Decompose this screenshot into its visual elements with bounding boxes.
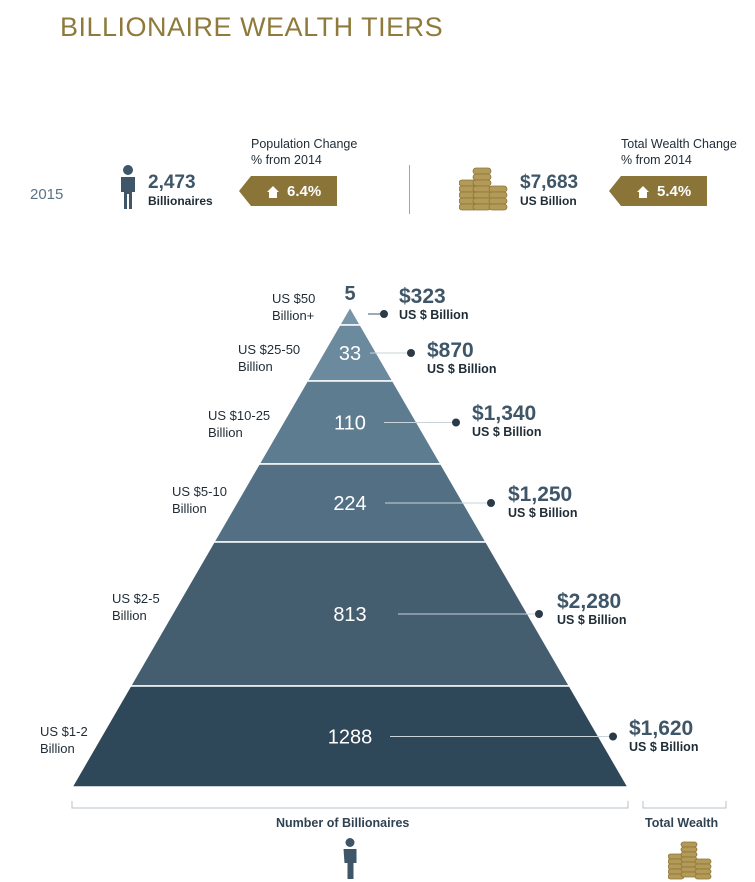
tier-wealth-unit: US $ Billion <box>557 613 627 627</box>
total-wealth-value: $7,683 <box>520 172 579 193</box>
tier-range-line: Billion <box>238 359 273 374</box>
coins-icon <box>459 167 508 211</box>
up-house-icon <box>637 185 649 198</box>
tier-wealth-unit: US $ Billion <box>508 506 578 520</box>
tier-wealth-unit: US $ Billion <box>399 308 469 322</box>
tier-wealth-value: $2,280 <box>557 590 622 613</box>
billionaire-count-unit: Billionaires <box>148 194 213 208</box>
tier-wealth-unit: US $ Billion <box>472 425 542 439</box>
tier-wealth-label: $870 US $ Billion <box>427 340 496 377</box>
tier-range-label: US $10-25 Billion <box>208 407 270 441</box>
tier-range-line: US $50 <box>272 291 316 306</box>
tier-range-line: Billion+ <box>272 308 315 323</box>
tier-wealth-label: $2,280 US $ Billion <box>557 591 626 628</box>
tier-count-label: 5 <box>344 283 355 305</box>
tier-range-line: US $25-50 <box>238 342 301 357</box>
tier-count-label: 1288 <box>328 727 373 749</box>
connector-dot <box>380 310 388 318</box>
count-axis-label: Number of Billionaires <box>276 816 410 830</box>
tier-range-label: US $5-10 Billion <box>172 483 227 517</box>
tier-range-line: US $10-25 <box>208 408 271 423</box>
tier-wealth-unit: US $ Billion <box>629 740 699 754</box>
connector-dot <box>535 610 543 618</box>
wealth-change-value: 5.4% <box>657 182 692 200</box>
page-title: BILLIONAIRE WEALTH TIERS <box>60 12 444 42</box>
tier-range-label: US $1-2 Billion <box>40 723 88 757</box>
tier-wealth-label: $1,250 US $ Billion <box>508 484 577 521</box>
year-label: 2015 <box>30 186 64 203</box>
tier-wealth-value: $1,620 <box>629 717 694 740</box>
tier-count-label: 224 <box>333 493 366 515</box>
tier-wealth-label: $1,340 US $ Billion <box>472 403 541 440</box>
pyramid-tier <box>70 685 630 788</box>
total-wealth-unit: US Billion <box>520 194 577 208</box>
population-change-sublabel: % from 2014 <box>251 153 322 167</box>
tier-range-line: US $5-10 <box>172 484 227 499</box>
wealth-change-label: Total Wealth Change <box>621 137 737 151</box>
population-change-label: Population Change <box>251 137 358 151</box>
wealth-change-sublabel: % from 2014 <box>621 153 692 167</box>
connector-dot <box>452 418 460 427</box>
tier-wealth-unit: US $ Billion <box>427 362 497 376</box>
wealth-change-badge: 5.4% <box>609 176 707 206</box>
connector-dot <box>487 499 495 507</box>
wealth-axis-bracket <box>642 801 727 809</box>
tier-wealth-value: $323 <box>399 285 446 308</box>
tier-wealth-value: $1,250 <box>508 483 573 506</box>
tier-range-line: Billion <box>208 425 243 440</box>
tier-count-label: 110 <box>334 413 366 435</box>
tier-wealth-value: $870 <box>427 339 474 362</box>
tier-count-label: 33 <box>339 343 361 365</box>
person-icon <box>121 165 135 209</box>
billionaire-count: 2,473 <box>148 172 196 193</box>
tier-range-line: Billion <box>40 741 75 756</box>
tier-range-label: US $50 Billion+ <box>272 290 315 324</box>
tier-wealth-label: $323 US $ Billion <box>399 286 468 323</box>
tier-range-line: Billion <box>112 608 147 623</box>
tier-wealth-value: $1,340 <box>472 402 537 425</box>
up-house-icon <box>267 185 279 198</box>
population-change-value: 6.4% <box>287 182 322 200</box>
pyramid-tier <box>338 305 362 326</box>
person-icon <box>343 838 357 879</box>
tier-count-label: 813 <box>333 604 366 626</box>
coins-icon <box>668 841 712 880</box>
connector-dot <box>407 349 415 357</box>
wealth-axis-label: Total Wealth <box>645 816 719 830</box>
tier-wealth-label: $1,620 US $ Billion <box>629 718 698 755</box>
population-change-badge: 6.4% <box>239 176 337 206</box>
tier-range-line: US $1-2 <box>40 724 88 739</box>
tier-range-line: US $2-5 <box>112 591 160 606</box>
tier-range-label: US $25-50 Billion <box>238 341 300 375</box>
count-axis-bracket <box>71 801 629 809</box>
connector-dot <box>609 732 617 741</box>
tier-range-label: US $2-5 Billion <box>112 590 160 624</box>
tier-range-line: Billion <box>172 501 207 516</box>
divider <box>409 165 410 214</box>
